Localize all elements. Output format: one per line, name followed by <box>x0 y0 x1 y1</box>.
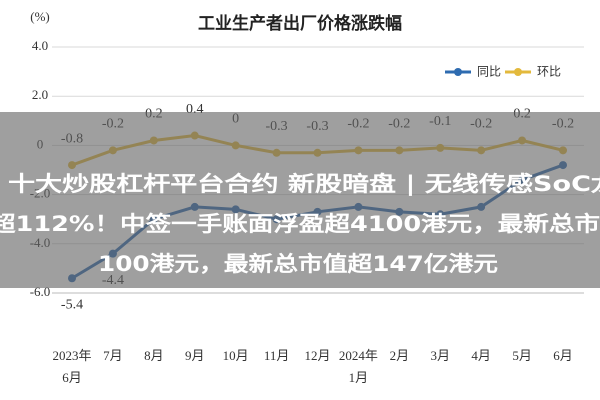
overlay-text: 十大炒股杠杆平台合约 新股暗盘 | 无线传感SoC龙 <box>8 172 600 197</box>
x-tick-label: 2月 <box>390 348 410 363</box>
data-label: -5.4 <box>61 297 83 312</box>
x-tick-label: 2023年 6月 <box>52 348 91 385</box>
x-tick-label: 6月 <box>553 348 573 363</box>
overlay-text: 超112%！中签一手账面浮盈超4100港元，最新总市 <box>0 212 600 236</box>
x-tick-label: 5月 <box>512 348 532 363</box>
x-tick-label: 2024年 1月 <box>339 348 378 385</box>
y-axis-label: (%) <box>30 9 50 24</box>
legend-label: 同比 <box>477 65 501 79</box>
x-tick-label: 4月 <box>471 348 491 363</box>
x-tick-label: 3月 <box>430 348 450 363</box>
legend-label: 环比 <box>537 65 561 79</box>
x-tick-label: 7月 <box>103 348 123 363</box>
chart-title: 工业生产者出厂价格涨跌幅 <box>198 13 402 34</box>
y-tick-label: 4.0 <box>32 38 48 53</box>
x-tick-label: 11月 <box>264 348 290 363</box>
overlay-banner <box>0 112 600 288</box>
x-tick-label: 12月 <box>304 348 330 363</box>
legend-marker <box>514 68 522 76</box>
y-tick-label: 2.0 <box>32 87 48 102</box>
legend-marker <box>454 68 462 76</box>
overlay-text: 100港元，最新总市值超147亿港元 <box>98 252 498 276</box>
x-tick-label: 10月 <box>223 348 249 363</box>
x-tick-label: 9月 <box>185 348 205 363</box>
x-tick-label: 8月 <box>144 348 164 363</box>
